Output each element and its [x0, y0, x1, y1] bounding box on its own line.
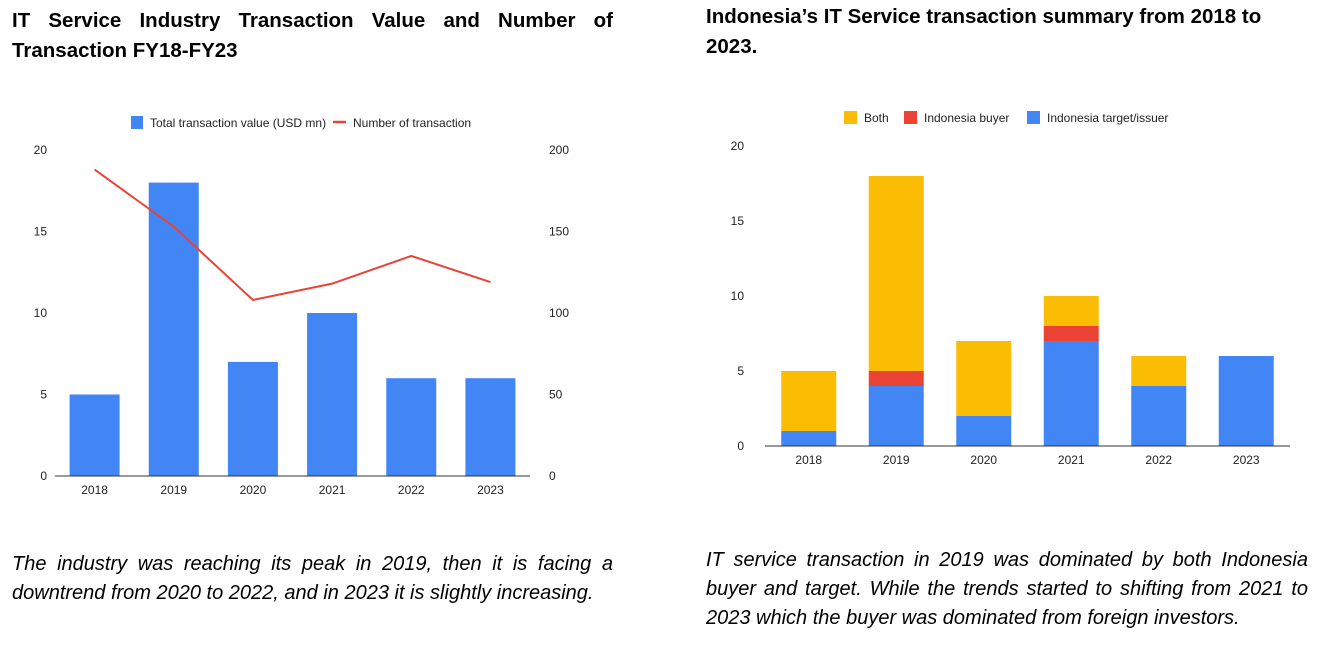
bar-indonesia-buyer-2021: [1043, 326, 1099, 341]
legend-label-indonesia-buyer: Indonesia buyer: [924, 111, 1009, 125]
x-tick-label: 2020: [970, 453, 997, 467]
bar-indonesia-target-issuer-2021: [1043, 341, 1099, 446]
bar-both-2019: [868, 176, 924, 371]
x-tick-label: 2021: [1058, 453, 1085, 467]
bar-both-2022: [1131, 356, 1187, 386]
bar-both-2020: [956, 341, 1012, 416]
x-tick-label: 2022: [1145, 453, 1172, 467]
bar-indonesia-target-issuer-2023: [1218, 356, 1274, 446]
left-chart-title: IT Service Industry Transaction Value an…: [12, 9, 613, 62]
bar-indonesia-buyer-2019: [868, 371, 924, 386]
x-tick-label: 2021: [319, 483, 346, 497]
x-tick-label: 2019: [160, 483, 187, 497]
x-tick-label: 2018: [795, 453, 822, 467]
bar-indonesia-target-issuer-2019: [868, 386, 924, 446]
legend-swatch-indonesia-buyer: [904, 111, 917, 124]
legend-swatch-total-value: [131, 116, 143, 129]
legend-label-total-value: Total transaction value (USD mn): [150, 116, 326, 130]
bar-indonesia-target-issuer-2018: [781, 431, 837, 446]
combo-chart: Total transaction value (USD mn) Number o…: [34, 116, 569, 497]
bar-total-value-2023: [465, 378, 516, 476]
bar-total-value-2018: [69, 394, 120, 476]
bar-total-value-2019: [148, 182, 199, 476]
y-right-tick-label: 50: [549, 388, 563, 402]
y-right-tick-label: 200: [549, 143, 569, 157]
stacked-bar-chart: Both Indonesia buyer Indonesia target/issu…: [731, 111, 1290, 467]
y-right-tick-label: 100: [549, 306, 569, 320]
right-panel: Indonesia’s IT Service transaction summa…: [690, 0, 1322, 672]
legend-swatch-indonesia-target-issuer: [1027, 111, 1040, 124]
x-tick-label: 2019: [883, 453, 910, 467]
y-right-tick-label: 0: [549, 469, 556, 483]
x-tick-label: 2023: [1233, 453, 1260, 467]
x-tick-label: 2020: [240, 483, 267, 497]
y-tick-label: 10: [731, 289, 745, 303]
y-left-tick-label: 20: [34, 143, 48, 157]
x-tick-label: 2022: [398, 483, 425, 497]
bar-total-value-2020: [227, 361, 278, 476]
x-tick-label: 2018: [81, 483, 108, 497]
y-tick-label: 15: [731, 214, 745, 228]
legend-label-transactions: Number of transaction: [353, 116, 471, 130]
x-tick-label: 2023: [477, 483, 504, 497]
bar-both-2021: [1043, 296, 1099, 326]
left-panel: IT Service Industry Transaction Value an…: [0, 0, 640, 672]
right-caption: IT service transaction in 2019 was domin…: [706, 549, 1308, 629]
bar-total-value-2021: [307, 313, 358, 476]
bar-indonesia-target-issuer-2020: [956, 416, 1012, 446]
line-number-of-transaction: [93, 168, 491, 302]
y-tick-label: 0: [737, 439, 744, 453]
bar-indonesia-target-issuer-2022: [1131, 386, 1187, 446]
right-chart-title: Indonesia’s IT Service transaction summa…: [706, 5, 1262, 58]
y-right-tick-label: 150: [549, 225, 569, 239]
y-left-tick-label: 10: [34, 306, 48, 320]
legend-label-both: Both: [864, 111, 889, 125]
legend-label-indonesia-target-issuer: Indonesia target/issuer: [1047, 111, 1168, 125]
y-left-tick-label: 15: [34, 225, 48, 239]
y-left-tick-label: 5: [40, 388, 47, 402]
y-left-tick-label: 0: [40, 469, 47, 483]
left-caption: The industry was reaching its peak in 20…: [12, 553, 613, 604]
y-tick-label: 5: [737, 364, 744, 378]
legend-swatch-both: [844, 111, 857, 124]
bar-both-2018: [781, 371, 837, 431]
bar-total-value-2022: [386, 378, 437, 476]
y-tick-label: 20: [731, 139, 745, 153]
